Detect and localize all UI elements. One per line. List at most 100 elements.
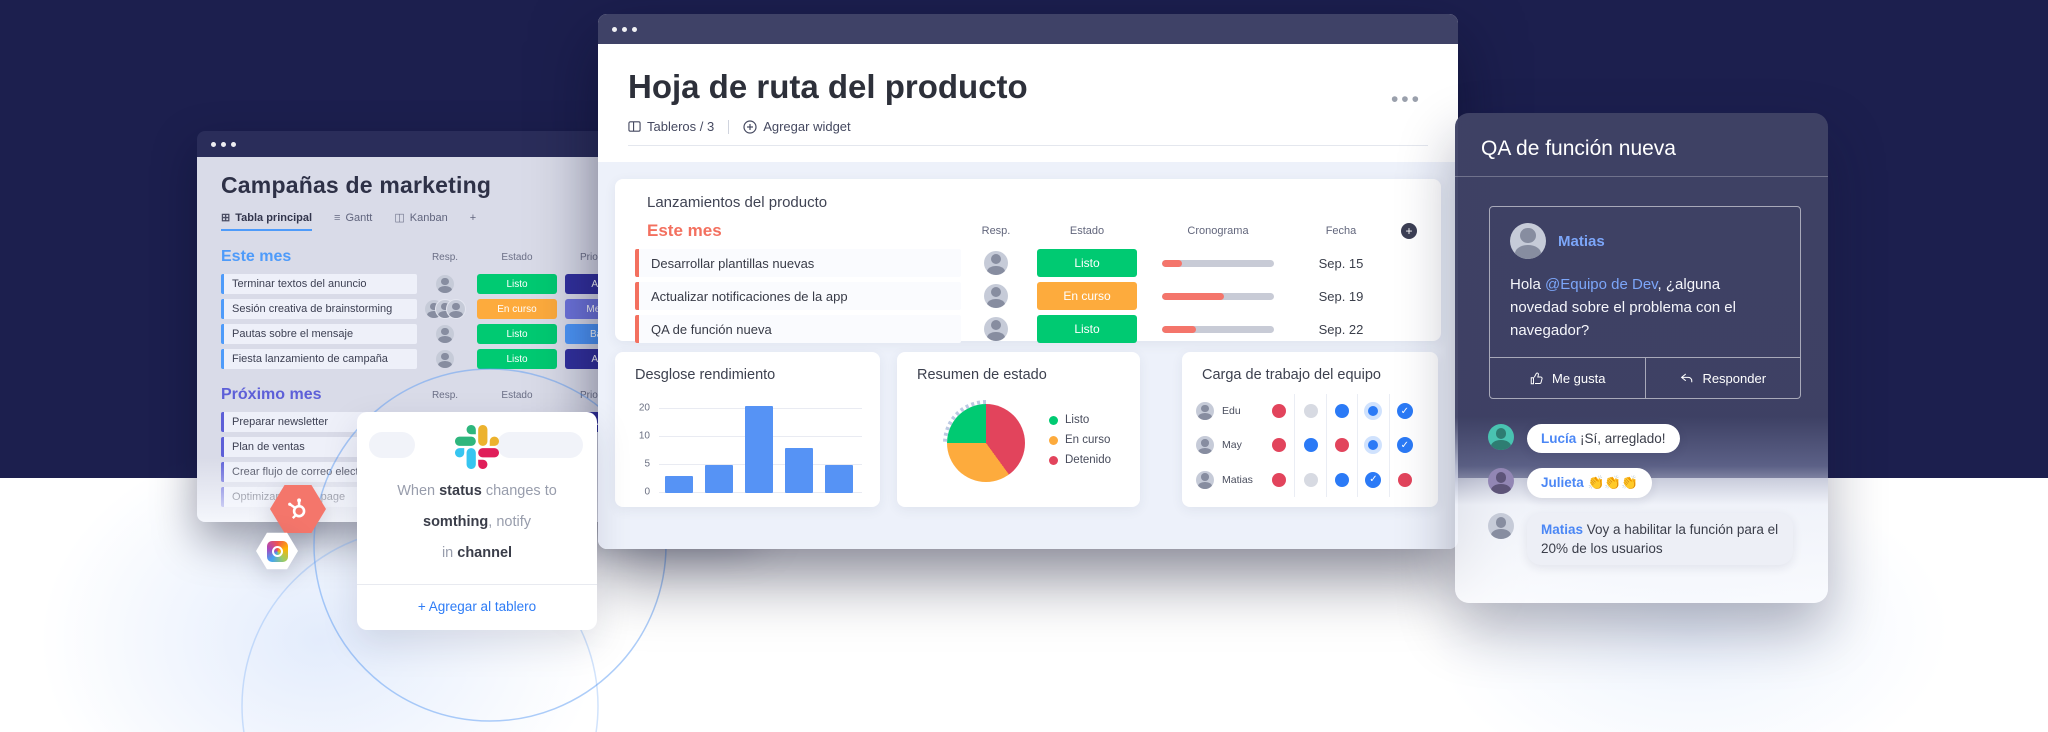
person-cell <box>417 350 473 368</box>
reply-bubble: Julieta 👏👏👏 <box>1527 468 1652 498</box>
reply-author: Julieta <box>1541 475 1584 490</box>
hubspot-icon <box>270 484 326 534</box>
window-dot-icon <box>211 141 216 147</box>
boards-count-label: Tableros / 3 <box>647 119 715 134</box>
add-widget-button[interactable]: Agregar widget <box>743 119 851 134</box>
reply-author: Matias <box>1541 522 1584 537</box>
automation-sentence: When status changes to somthing, notify in… <box>357 476 597 569</box>
avatar <box>447 300 465 318</box>
status-chip[interactable]: En curso <box>477 299 557 319</box>
tab-label: + <box>469 211 477 224</box>
item-name: Pautas sobre el mensaje <box>221 324 417 344</box>
column-header: Resp. <box>431 251 459 263</box>
table-row[interactable]: QA de función nueva Listo Sep. 22 <box>635 315 1429 343</box>
pie-chart <box>947 404 1025 482</box>
item-name: Actualizar notificaciones de la app <box>635 282 961 310</box>
like-label: Me gusta <box>1552 370 1606 386</box>
column-header: Estado <box>1069 225 1105 237</box>
like-button[interactable]: Me gusta <box>1490 358 1645 398</box>
table-row[interactable]: Actualizar notificaciones de la app En c… <box>635 282 1429 310</box>
workload-dot-check: ✓ <box>1396 403 1413 420</box>
column-header: Estado <box>501 389 533 401</box>
header-divider <box>628 145 1428 146</box>
group-name: Este mes <box>221 248 292 265</box>
status-chip[interactable]: Listo <box>477 324 557 344</box>
workload-dot-red <box>1272 438 1287 453</box>
status-chip[interactable]: Listo <box>1037 315 1137 343</box>
bar <box>785 448 813 493</box>
ghost-row <box>369 432 415 458</box>
bar-chart: 20 10 5 0 <box>639 396 862 498</box>
automation-line: in channel <box>441 545 513 561</box>
add-column-button[interactable]: + <box>1401 223 1417 239</box>
avatar <box>1488 424 1514 450</box>
member-name: May <box>1222 439 1242 452</box>
tab-tabla-principal[interactable]: ⊞ Tabla principal <box>221 211 313 231</box>
date-cell: Sep. 22 <box>1318 321 1364 337</box>
member-name: Edu <box>1222 405 1241 418</box>
roadmap-window: Hoja de ruta del producto ••• Tableros /… <box>598 14 1458 549</box>
comment-text-prefix: Hola <box>1510 276 1546 293</box>
workload-dot-halo <box>1368 406 1379 417</box>
timeline-progress <box>1162 259 1274 267</box>
item-name: Terminar textos del anuncio <box>221 274 417 294</box>
status-chip[interactable]: En curso <box>1037 282 1137 310</box>
more-menu-icon[interactable]: ••• <box>1390 88 1422 111</box>
member-name: Matias <box>1222 473 1253 486</box>
workload-row: Matias ✓ <box>1196 462 1420 497</box>
adobe-creative-cloud-icon <box>256 532 298 570</box>
comment-card: Matias Hola @Equipo de Dev, ¿alguna nove… <box>1489 206 1801 399</box>
tab-label: Kanban <box>409 211 448 224</box>
tab-gantt[interactable]: ≡ Gantt <box>334 212 372 231</box>
widget-title: Resumen de estado <box>917 367 1047 383</box>
person-cell <box>961 284 1031 308</box>
tab-kanban[interactable]: ◫ Kanban <box>394 211 447 231</box>
column-header: Estado <box>501 251 533 263</box>
table-header-row: Este mes Resp. Estado Cronograma Fecha + <box>635 218 1429 244</box>
item-name: Desarrollar plantillas nuevas <box>635 249 961 277</box>
timeline-progress <box>1162 292 1274 300</box>
gantt-icon: ≡ <box>334 211 341 224</box>
legend-item: En curso <box>1049 434 1111 446</box>
table-row[interactable]: Desarrollar plantillas nuevas Listo Sep.… <box>635 249 1429 277</box>
widgets-row: Desglose rendimiento 20 10 5 0 Resumen de e… <box>615 352 1441 507</box>
workload-dot-blue <box>1335 404 1350 419</box>
boards-count[interactable]: Tableros / 3 <box>628 119 714 134</box>
workload-dot-red <box>1272 472 1287 487</box>
add-widget-label: Agregar widget <box>763 119 851 134</box>
person-cell <box>961 317 1031 341</box>
roadmap-content: Lanzamientos del producto Este mes Resp.… <box>598 162 1458 549</box>
table-title: Lanzamientos del producto <box>647 194 828 211</box>
bar <box>745 406 773 493</box>
window-dot-icon <box>622 26 627 32</box>
panel-divider <box>1455 176 1828 177</box>
status-chip[interactable]: Listo <box>477 349 557 369</box>
reply-arrow-icon <box>1681 373 1693 382</box>
workload-dot-blue <box>1335 472 1350 487</box>
reply-item: Julieta 👏👏👏 <box>1488 468 1828 498</box>
reply-button[interactable]: Responder <box>1644 358 1801 398</box>
avatar <box>436 325 454 343</box>
card-divider <box>357 584 597 585</box>
workload-widget: Carga de trabajo del equipo Edu ✓ May ✓ … <box>1182 352 1438 507</box>
reply-item: Lucía ¡Sí, arreglado! <box>1488 424 1828 453</box>
panel-title: QA de función nueva <box>1481 137 1676 160</box>
workload-dot-red <box>1272 404 1287 419</box>
status-chip[interactable]: Listo <box>1037 249 1137 277</box>
reply-thread: Lucía ¡Sí, arreglado! Julieta 👏👏👏 Matias… <box>1488 424 1828 565</box>
avatar <box>1488 468 1514 494</box>
date-cell: Sep. 15 <box>1318 255 1364 271</box>
launches-table-card: Lanzamientos del producto Este mes Resp.… <box>615 179 1441 343</box>
reply-bubble: Lucía ¡Sí, arreglado! <box>1527 424 1680 453</box>
bar <box>825 465 853 493</box>
workload-row: May ✓ <box>1196 428 1420 463</box>
avatar <box>984 251 1008 275</box>
add-to-board-link[interactable]: + Agregar al tablero <box>417 599 537 614</box>
status-chip[interactable]: Listo <box>477 274 557 294</box>
pie-legend: Listo En curso Detenido <box>1049 414 1111 466</box>
person-cell <box>417 325 473 343</box>
tab-+[interactable]: + <box>470 212 476 231</box>
automation-line: somthing, notify <box>423 514 531 530</box>
mention-link[interactable]: @Equipo de Dev <box>1545 276 1658 293</box>
